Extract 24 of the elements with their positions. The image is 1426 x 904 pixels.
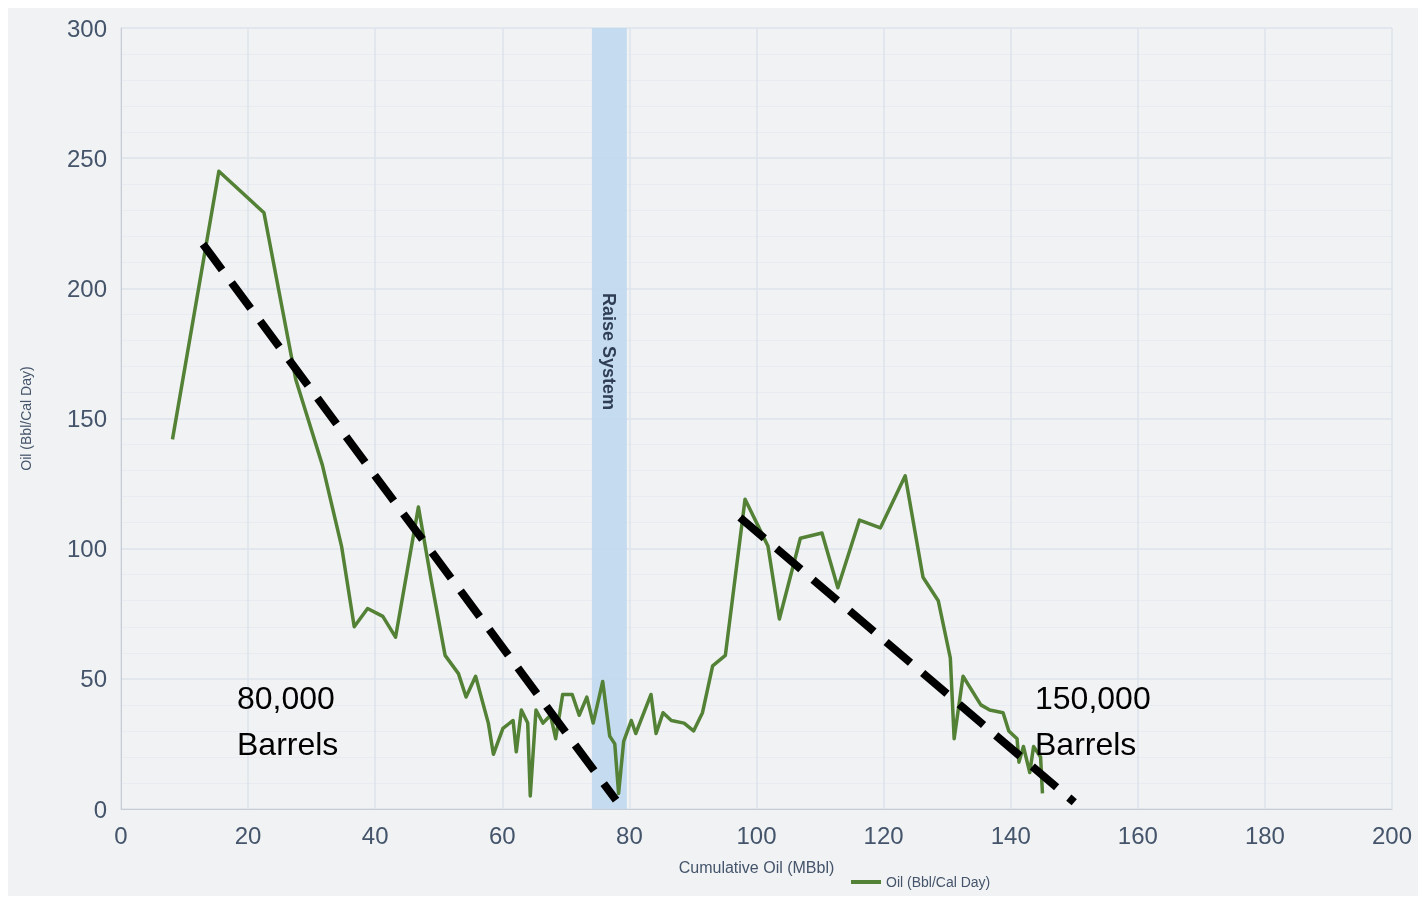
x-tick-label: 0 — [114, 821, 128, 849]
band-label: Raise System — [599, 293, 620, 411]
y-axis-title: Oil (Bbl/Cal Day) — [18, 366, 34, 471]
x-tick-label: 180 — [1244, 821, 1285, 849]
y-tick-label: 100 — [66, 535, 107, 563]
x-tick-label: 80 — [616, 821, 643, 849]
annotation: 150,000 Barrels — [1035, 680, 1151, 762]
x-tick-label: 60 — [488, 821, 516, 849]
x-tick-label: 120 — [863, 821, 904, 849]
y-tick-label: 250 — [66, 144, 107, 172]
x-tick-label: 160 — [1117, 821, 1158, 849]
legend-label: Oil (Bbl/Cal Day) — [886, 874, 991, 890]
x-tick-label: 200 — [1371, 821, 1413, 849]
y-tick-label: 0 — [93, 795, 107, 823]
y-tick-label: 50 — [80, 665, 107, 693]
x-tick-label: 140 — [990, 821, 1031, 849]
y-tick-label: 300 — [66, 14, 107, 42]
x-axis-title: Cumulative Oil (MBbl) — [678, 858, 835, 876]
x-tick-label: 20 — [234, 821, 262, 849]
x-tick-label: 40 — [361, 821, 389, 849]
annotation: 80,000 Barrels — [237, 680, 339, 762]
x-tick-label: 100 — [736, 821, 777, 849]
y-tick-label: 150 — [66, 405, 107, 432]
y-tick-label: 200 — [66, 274, 107, 302]
